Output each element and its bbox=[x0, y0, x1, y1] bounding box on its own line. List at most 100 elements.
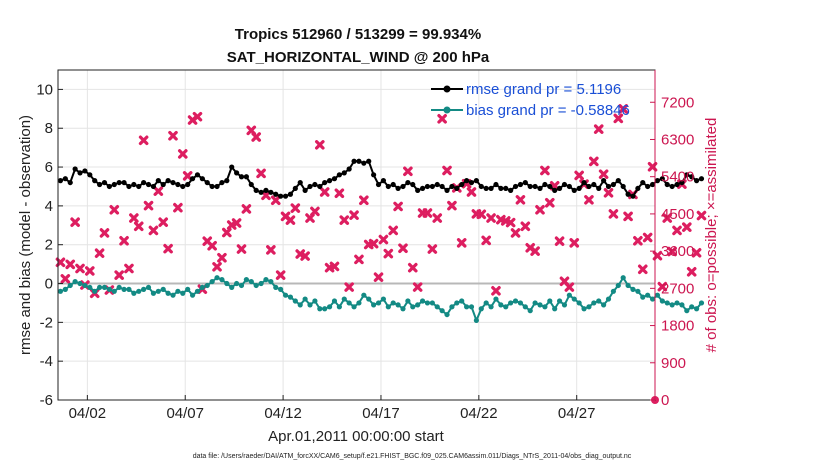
rmse-point bbox=[199, 176, 205, 182]
legend-marker-bias bbox=[443, 106, 451, 114]
rmse-point bbox=[292, 185, 298, 192]
rmse-point bbox=[410, 181, 416, 188]
bias-point bbox=[111, 288, 117, 294]
rmse-point bbox=[126, 183, 132, 190]
rmse-point bbox=[605, 183, 612, 190]
rmse-point bbox=[547, 183, 553, 190]
rmse-point bbox=[375, 181, 382, 188]
bias-point bbox=[581, 306, 587, 312]
obs-assimilated-marker bbox=[633, 235, 643, 246]
bias-point bbox=[640, 294, 646, 300]
rmse-point bbox=[180, 183, 186, 190]
y-tick-label: 2 bbox=[45, 237, 53, 254]
rmse-point bbox=[390, 181, 396, 188]
obs-assimilated-marker bbox=[270, 195, 281, 206]
bias-point bbox=[238, 282, 245, 289]
rmse-point bbox=[493, 181, 499, 188]
rmse-point bbox=[454, 185, 460, 192]
bias-point bbox=[194, 288, 201, 294]
bias-point bbox=[610, 288, 617, 294]
rmse-point bbox=[224, 178, 230, 184]
obs-assimilated-marker bbox=[124, 263, 134, 274]
rmse-point bbox=[351, 158, 357, 164]
bias-point bbox=[552, 306, 558, 312]
obs-assimilated-marker bbox=[339, 215, 350, 225]
y-tick-label-right: 4500 bbox=[661, 206, 694, 223]
obs-assimilated-marker bbox=[466, 187, 477, 197]
rmse-point bbox=[248, 181, 254, 188]
x-tick-label: 04/17 bbox=[362, 405, 400, 422]
obs-assimilated-marker bbox=[422, 208, 433, 218]
x-axis-label: Apr.01,2011 00:00:00 start bbox=[268, 428, 445, 445]
bias-point bbox=[336, 304, 342, 310]
obs-assimilated-marker bbox=[447, 200, 457, 211]
rmse-point bbox=[82, 168, 88, 174]
obs-assimilated-marker bbox=[491, 286, 501, 296]
bias-point bbox=[561, 302, 568, 308]
obs-assimilated-marker bbox=[456, 238, 467, 248]
bias-point bbox=[488, 304, 494, 310]
obs-assimilated-marker bbox=[672, 225, 682, 236]
rmse-point bbox=[532, 183, 538, 190]
bias-point bbox=[679, 302, 685, 308]
grid bbox=[58, 70, 655, 401]
bias-point bbox=[566, 292, 572, 298]
bias-point bbox=[131, 290, 137, 296]
rmse-point bbox=[77, 170, 83, 176]
bias-point bbox=[170, 292, 176, 298]
rmse-point bbox=[229, 164, 235, 170]
rmse-point bbox=[57, 178, 64, 184]
rmse-point bbox=[542, 181, 548, 188]
rmse-point bbox=[385, 183, 391, 190]
bias-point bbox=[106, 286, 112, 292]
rmse-point bbox=[689, 174, 695, 180]
y-tick-label-right: 2700 bbox=[661, 280, 694, 297]
bias-point bbox=[136, 288, 142, 294]
rmse-point bbox=[219, 179, 225, 186]
obs-assimilated-marker bbox=[207, 240, 217, 251]
obs-assimilated-marker bbox=[329, 261, 340, 272]
bias-point bbox=[287, 294, 294, 300]
rmse-point bbox=[439, 183, 445, 190]
bias-point bbox=[390, 300, 396, 306]
rmse-point bbox=[87, 172, 93, 178]
obs-assimilated-marker bbox=[129, 213, 139, 223]
bias-point bbox=[571, 296, 577, 302]
rmse-point bbox=[596, 185, 602, 192]
obs-assimilated-marker bbox=[564, 282, 575, 292]
rmse-point bbox=[155, 178, 161, 184]
bias-point bbox=[674, 300, 680, 306]
obs-assimilated-marker bbox=[70, 217, 80, 227]
y-tick-label-right: 1800 bbox=[661, 318, 694, 335]
bias-point bbox=[424, 300, 431, 306]
bias-point bbox=[635, 288, 641, 294]
obs-assimilated-marker bbox=[133, 221, 144, 232]
rmse-point bbox=[693, 178, 700, 184]
bias-point bbox=[57, 288, 64, 294]
obs-assimilated-marker bbox=[114, 270, 124, 280]
rmse-point bbox=[669, 183, 675, 190]
bias-point bbox=[512, 298, 519, 304]
bias-point bbox=[395, 302, 401, 308]
rmse-point bbox=[537, 185, 543, 192]
bias-point bbox=[116, 284, 122, 291]
obs-assimilated-marker bbox=[442, 165, 452, 176]
bias-point bbox=[449, 304, 455, 310]
obs-assimilated-marker bbox=[344, 282, 354, 292]
x-tick-label: 04/02 bbox=[69, 405, 107, 422]
obs-assimilated-marker bbox=[290, 203, 301, 213]
rmse-point bbox=[175, 181, 181, 188]
rmse-point bbox=[185, 181, 191, 188]
obs-assimilated-marker bbox=[334, 188, 345, 199]
rmse-point bbox=[336, 172, 342, 178]
rmse-point bbox=[263, 187, 269, 193]
bias-point bbox=[429, 300, 435, 306]
rmse-point bbox=[297, 179, 303, 186]
rmse-point bbox=[366, 158, 372, 164]
rmse-point bbox=[72, 166, 78, 172]
obs-assimilated-marker bbox=[168, 130, 178, 141]
bias-point bbox=[532, 300, 538, 306]
rmse-point bbox=[165, 178, 171, 184]
bias-point bbox=[145, 284, 152, 291]
rmse-point bbox=[610, 181, 617, 188]
